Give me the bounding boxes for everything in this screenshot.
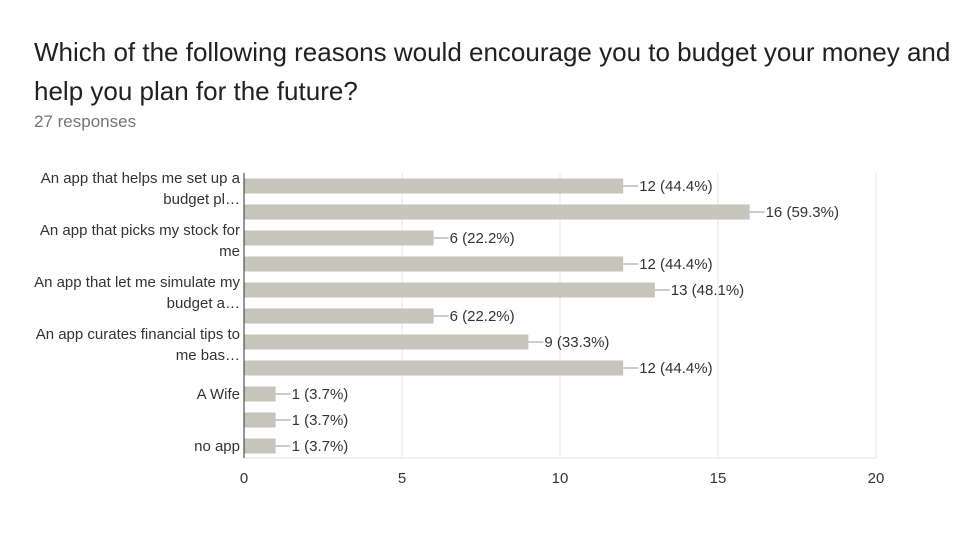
x-tick-label: 15 — [710, 470, 727, 487]
category-label: budget a… — [167, 295, 240, 312]
data-label: 6 (22.2%) — [450, 230, 515, 247]
bar — [244, 334, 529, 350]
category-label: An app curates financial tips to — [36, 326, 240, 343]
bar — [244, 282, 655, 298]
data-label: 12 (44.4%) — [639, 360, 712, 377]
bar — [244, 230, 434, 246]
data-label: 1 (3.7%) — [292, 438, 349, 455]
bar — [244, 438, 276, 454]
data-label: 13 (48.1%) — [671, 282, 744, 299]
category-label: An app that picks my stock for — [40, 222, 240, 239]
bar — [244, 178, 624, 194]
data-label: 16 (59.3%) — [766, 204, 839, 221]
bar — [244, 360, 624, 376]
data-label: 6 (22.2%) — [450, 308, 515, 325]
x-tick-label: 5 — [398, 470, 406, 487]
data-label: 1 (3.7%) — [292, 386, 349, 403]
bar — [244, 256, 624, 272]
data-label: 9 (33.3%) — [544, 334, 609, 351]
x-tick-label: 20 — [868, 470, 885, 487]
data-label: 1 (3.7%) — [292, 412, 349, 429]
category-label: no app — [194, 438, 240, 455]
response-count: 27 responses — [34, 112, 137, 131]
x-tick-label: 0 — [240, 470, 248, 487]
category-label: An app that helps me set up a — [41, 170, 241, 187]
bar — [244, 412, 276, 428]
chart-title: Which of the following reasons would enc… — [34, 37, 951, 106]
bar — [244, 308, 434, 324]
category-label: A Wife — [197, 386, 240, 403]
category-label: budget pl… — [163, 191, 240, 208]
data-label: 12 (44.4%) — [639, 256, 712, 273]
category-label: me — [219, 243, 240, 260]
bar — [244, 386, 276, 402]
x-tick-label: 10 — [552, 470, 569, 487]
category-label: me bas… — [176, 347, 240, 364]
category-label: An app that let me simulate my — [34, 274, 240, 291]
data-label: 12 (44.4%) — [639, 178, 712, 195]
bar — [244, 204, 750, 220]
